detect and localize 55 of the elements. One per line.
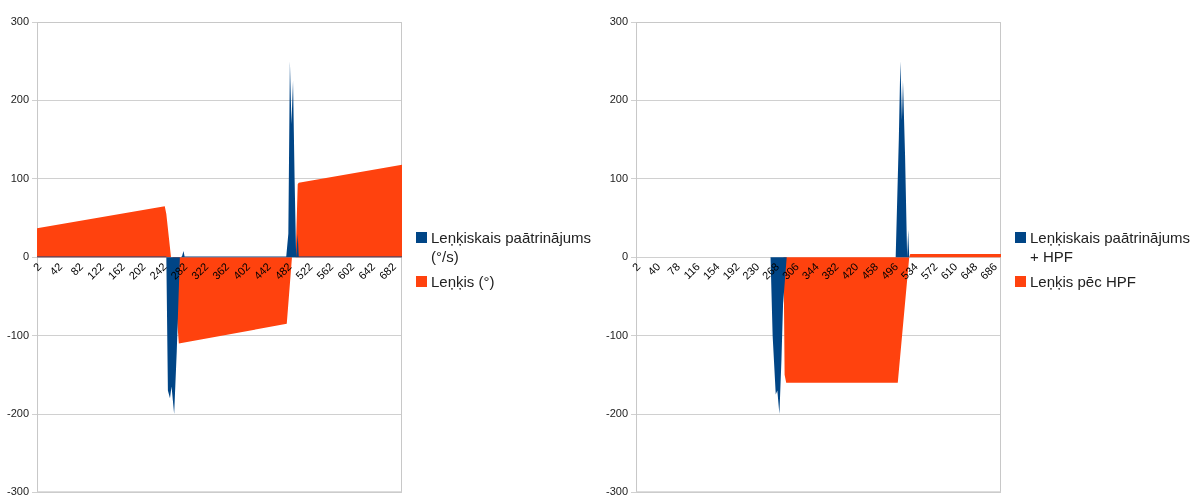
x-tick-label: 230 (739, 260, 762, 282)
x-tick-label: 162 (105, 260, 127, 282)
x-tick-label: 306 (779, 260, 802, 282)
x-tick-label: 572 (918, 260, 940, 282)
y-tick-label: -100 (605, 328, 629, 341)
y-tick-label: 0 (22, 250, 30, 263)
x-tick-label: 496 (878, 260, 901, 282)
x-tick-label: 562 (314, 260, 336, 282)
x-tick-label: 458 (858, 260, 881, 282)
y-tick-label: -200 (605, 407, 629, 420)
y-tick-label: 300 (10, 15, 30, 28)
x-tick-label: 2 (629, 260, 643, 274)
y-tick-label: 200 (10, 93, 30, 106)
legend-label: Leņķiskais paātrinājums (°/s) (431, 228, 593, 266)
x-tick-label: 202 (126, 260, 148, 282)
x-tick-label: 534 (898, 260, 920, 282)
x-tick-label: 602 (334, 260, 357, 282)
y-tick-label: -100 (6, 328, 30, 341)
y-tick-label: 100 (609, 171, 629, 184)
x-tick-label: 192 (720, 260, 742, 282)
legend-label: Leņķis pēc HPF (1030, 272, 1136, 291)
x-tick-label: 442 (251, 260, 273, 282)
x-tick-label: 268 (759, 260, 782, 282)
x-tick-label: 482 (272, 260, 294, 282)
x-tick-label: 642 (355, 260, 378, 282)
x-tick-label: 82 (68, 260, 86, 278)
y-tick-label: 200 (609, 93, 629, 106)
x-tick-label: 322 (188, 260, 211, 282)
x-tick-label: 242 (147, 260, 169, 282)
x-tick-label: 648 (957, 260, 980, 282)
x-tick-label: 116 (681, 260, 703, 282)
legend-label: Leņķis (°) (431, 272, 495, 291)
x-tick-label: 686 (977, 260, 1000, 282)
y-tick-label: -300 (6, 485, 30, 498)
y-tick-label: -200 (6, 407, 30, 420)
x-tick-label: 40 (645, 260, 663, 278)
x-tick-label: 362 (209, 260, 232, 282)
y-tick-label: -300 (605, 485, 629, 498)
x-tick-label: 522 (293, 260, 315, 282)
x-tick-label: 282 (168, 260, 190, 282)
x-tick-label: 2 (30, 260, 44, 274)
x-tick-label: 420 (839, 260, 861, 282)
legend-label: Leņķiskais paātrinājums + HPF (1030, 228, 1192, 266)
x-tick-label: 154 (700, 260, 722, 282)
x-tick-label: 78 (665, 260, 683, 278)
x-tick-label: 382 (819, 260, 841, 282)
x-tick-label: 402 (230, 260, 253, 282)
y-tick-label: 300 (609, 15, 629, 28)
x-tick-label: 344 (799, 260, 821, 282)
x-tick-label: 122 (84, 260, 107, 282)
x-tick-label: 42 (47, 260, 65, 278)
y-tick-label: 0 (621, 250, 629, 263)
x-tick-label: 610 (938, 260, 960, 282)
x-tick-label: 682 (376, 260, 399, 282)
y-tick-label: 100 (10, 171, 30, 184)
